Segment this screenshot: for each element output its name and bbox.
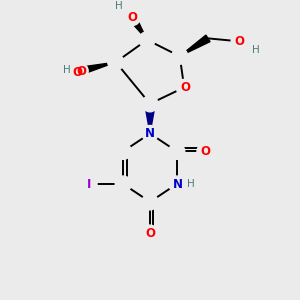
Circle shape [115,176,131,192]
Polygon shape [129,15,147,40]
Circle shape [142,194,158,210]
Circle shape [169,143,185,159]
Circle shape [124,10,140,26]
Circle shape [176,80,192,95]
Text: O: O [234,35,244,48]
Text: H: H [115,1,123,11]
Text: H: H [63,64,70,75]
Polygon shape [79,62,116,75]
Circle shape [142,225,158,241]
Text: N: N [173,178,183,190]
Circle shape [81,176,97,192]
Circle shape [197,143,213,159]
Text: O: O [76,64,87,78]
Text: O: O [181,81,191,94]
Polygon shape [180,35,210,56]
Text: H: H [252,45,260,55]
Text: O: O [73,66,83,79]
Circle shape [72,63,88,79]
Circle shape [139,32,155,48]
Circle shape [172,48,188,64]
Text: H: H [187,179,195,189]
Polygon shape [145,104,155,134]
Text: N: N [145,127,155,140]
Text: I: I [87,178,91,190]
Circle shape [115,143,131,159]
Text: O: O [145,226,155,240]
Text: O: O [127,11,137,24]
Circle shape [142,125,158,142]
Circle shape [169,176,185,192]
Circle shape [142,96,158,112]
Circle shape [231,33,247,50]
Circle shape [108,54,124,70]
Text: O: O [200,145,210,158]
